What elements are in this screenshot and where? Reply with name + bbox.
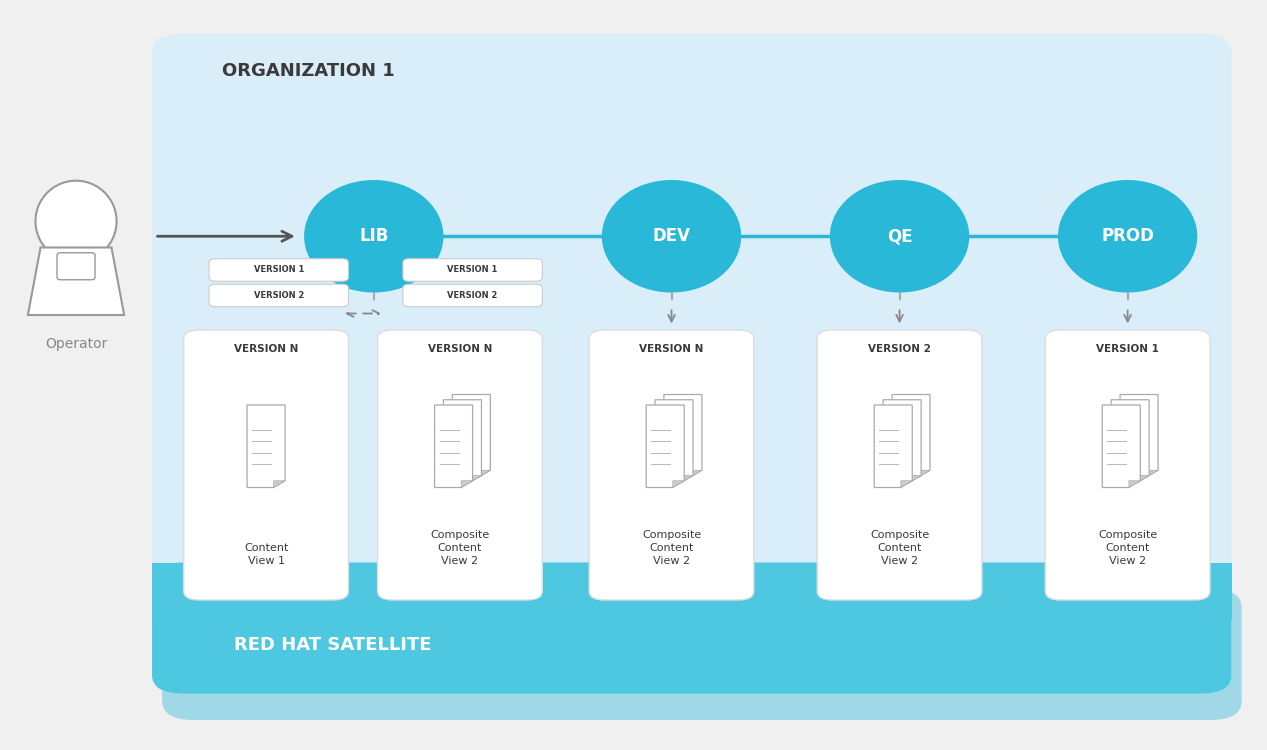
Polygon shape [1147, 470, 1158, 477]
Polygon shape [682, 476, 693, 482]
FancyBboxPatch shape [152, 562, 1232, 694]
Text: VERSION N: VERSION N [640, 344, 703, 353]
Polygon shape [673, 481, 684, 488]
Text: VERSION 2: VERSION 2 [868, 344, 931, 353]
Ellipse shape [1058, 180, 1197, 292]
Polygon shape [910, 476, 921, 482]
Text: Composite
Content
View 2: Composite Content View 2 [431, 530, 489, 566]
Text: Composite
Content
View 2: Composite Content View 2 [870, 530, 929, 566]
Polygon shape [892, 394, 930, 477]
Polygon shape [274, 481, 285, 488]
FancyBboxPatch shape [403, 284, 542, 307]
Polygon shape [461, 481, 473, 488]
FancyBboxPatch shape [209, 284, 348, 307]
Polygon shape [1129, 481, 1140, 488]
Text: VERSION 1: VERSION 1 [447, 266, 498, 274]
Polygon shape [874, 405, 912, 488]
Polygon shape [1138, 476, 1149, 482]
Polygon shape [28, 248, 124, 315]
FancyBboxPatch shape [162, 589, 1242, 720]
Polygon shape [655, 400, 693, 482]
Text: VERSION 1: VERSION 1 [253, 266, 304, 274]
Polygon shape [1120, 394, 1158, 477]
Text: VERSION N: VERSION N [428, 344, 492, 353]
Text: RED HAT SATELLITE: RED HAT SATELLITE [234, 636, 432, 654]
Ellipse shape [304, 180, 443, 292]
Text: VERSION 2: VERSION 2 [253, 291, 304, 300]
Polygon shape [479, 470, 490, 477]
FancyBboxPatch shape [152, 34, 1232, 694]
FancyBboxPatch shape [184, 330, 348, 600]
Text: VERSION 2: VERSION 2 [447, 291, 498, 300]
FancyBboxPatch shape [209, 259, 348, 281]
Text: PROD: PROD [1101, 227, 1154, 245]
Ellipse shape [35, 181, 117, 262]
Polygon shape [452, 394, 490, 477]
Polygon shape [646, 405, 684, 488]
Polygon shape [919, 470, 930, 477]
Polygon shape [247, 405, 285, 488]
Polygon shape [901, 481, 912, 488]
Polygon shape [664, 394, 702, 477]
Polygon shape [883, 400, 921, 482]
Text: Operator: Operator [44, 338, 108, 352]
Text: DEV: DEV [653, 227, 691, 245]
FancyBboxPatch shape [817, 330, 982, 600]
FancyBboxPatch shape [589, 330, 754, 600]
Text: ORGANIZATION 1: ORGANIZATION 1 [222, 62, 394, 80]
FancyBboxPatch shape [403, 259, 542, 281]
Text: VERSION N: VERSION N [234, 344, 298, 353]
Text: LIB: LIB [359, 227, 389, 245]
Text: Composite
Content
View 2: Composite Content View 2 [1098, 530, 1157, 566]
Bar [152, 562, 1232, 619]
Text: QE: QE [887, 227, 912, 245]
Polygon shape [691, 470, 702, 477]
Ellipse shape [602, 180, 741, 292]
Polygon shape [470, 476, 481, 482]
Polygon shape [1111, 400, 1149, 482]
Text: VERSION 1: VERSION 1 [1096, 344, 1159, 353]
Polygon shape [443, 400, 481, 482]
FancyBboxPatch shape [378, 330, 542, 600]
Text: Content
View 1: Content View 1 [243, 543, 289, 566]
Polygon shape [435, 405, 473, 488]
Polygon shape [1102, 405, 1140, 488]
Ellipse shape [830, 180, 969, 292]
Text: Composite
Content
View 2: Composite Content View 2 [642, 530, 701, 566]
FancyBboxPatch shape [57, 253, 95, 280]
FancyBboxPatch shape [1045, 330, 1210, 600]
